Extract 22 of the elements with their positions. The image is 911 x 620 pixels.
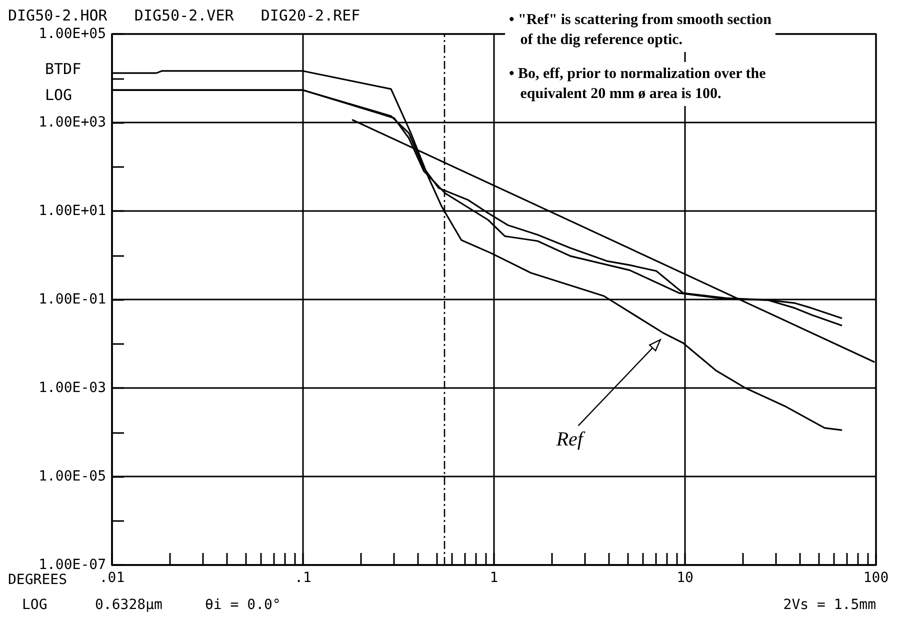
x-tick-label: 1 xyxy=(490,570,498,586)
x-tick-label: .1 xyxy=(294,570,312,586)
x-axis-title: DEGREES xyxy=(8,572,68,588)
y-tick-label: 1.00E+03 xyxy=(38,114,106,130)
x-tick-label: .01 xyxy=(99,570,125,586)
y-tick-label: 1.00E+05 xyxy=(38,26,106,42)
annotation: Ref xyxy=(555,428,586,451)
text: 0.6328µm xyxy=(95,597,162,613)
text: 2Vs = 1.5mm xyxy=(783,597,876,613)
text: LOG xyxy=(22,597,48,613)
y-tick-label: 1.00E+01 xyxy=(38,203,106,219)
y-axis-title: BTDF LOG xyxy=(45,60,82,104)
annotation: • Bo, eff, prior to normalization over the equivalent 20 mm ø area is 100. xyxy=(509,66,766,102)
annotation: • "Ref" is scattering from smooth section of the dig reference optic. xyxy=(509,12,772,48)
y-tick-label: 1.00E-01 xyxy=(38,292,106,308)
text: θi = 0.0° xyxy=(205,597,281,613)
x-tick-label: 100 xyxy=(863,570,889,586)
y-tick-label: 1.00E-07 xyxy=(38,557,106,573)
x-tick-label: 10 xyxy=(676,570,694,586)
y-tick-label: 1.00E-03 xyxy=(38,380,106,396)
y-tick-label: 1.00E-05 xyxy=(38,468,106,484)
chart-title: DIG50-2.HOR DIG50-2.VER DIG20-2.REF xyxy=(8,6,360,24)
